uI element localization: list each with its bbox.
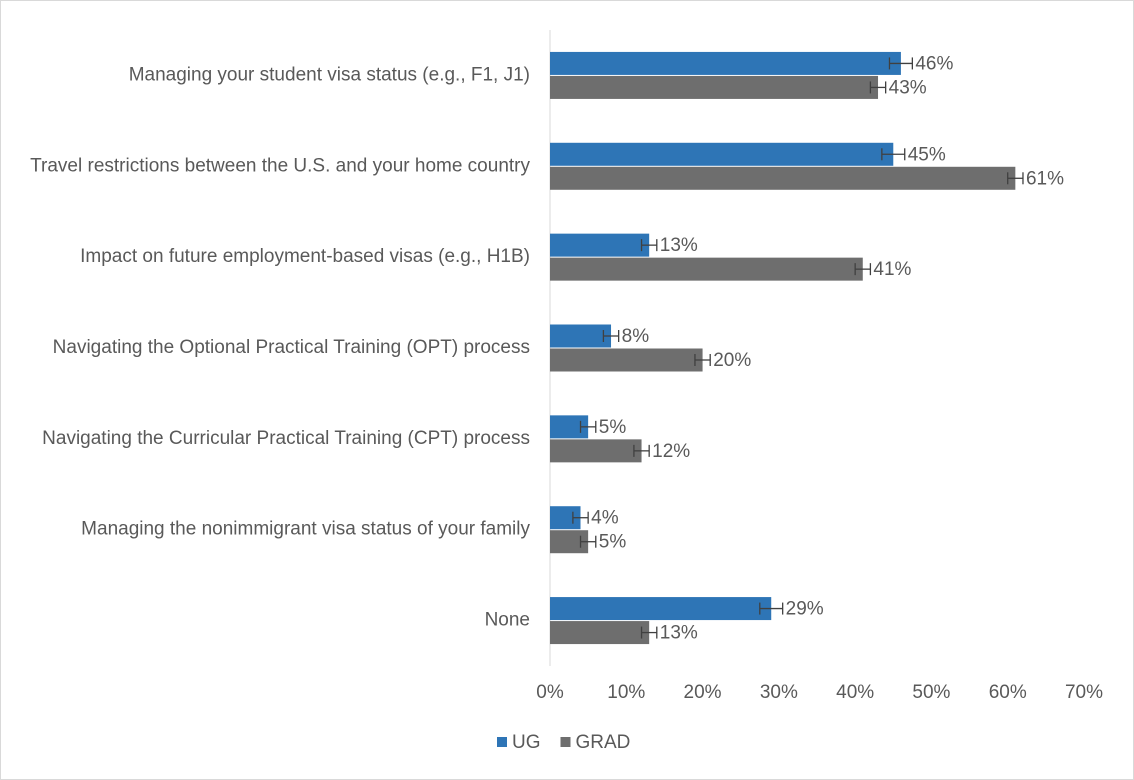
bar xyxy=(550,51,901,75)
value-label: 46% xyxy=(915,53,953,74)
value-label: 8% xyxy=(622,326,650,347)
error-bar xyxy=(759,602,784,615)
value-label: 13% xyxy=(660,235,698,256)
category-label: Managing your student visa status (e.g.,… xyxy=(129,64,530,85)
error-bar xyxy=(640,626,658,639)
value-label: 61% xyxy=(1026,168,1064,189)
x-tick-label: 30% xyxy=(760,682,798,703)
value-label: 45% xyxy=(908,144,946,165)
value-label: 20% xyxy=(713,350,751,371)
error-bar xyxy=(888,57,914,70)
value-label: 5% xyxy=(599,532,627,553)
x-tick-label: 0% xyxy=(536,682,564,703)
value-label: 5% xyxy=(599,417,627,438)
legend-swatch xyxy=(497,737,507,747)
x-tick-label: 20% xyxy=(684,682,722,703)
legend-label: GRAD xyxy=(576,732,631,753)
category-label: Impact on future employment-based visas … xyxy=(80,246,530,267)
error-bar xyxy=(633,444,650,457)
bar xyxy=(550,257,863,281)
error-bar xyxy=(579,420,597,433)
bar xyxy=(550,415,589,439)
error-bar xyxy=(694,354,711,366)
bar xyxy=(550,348,703,372)
error-bar xyxy=(579,535,597,548)
x-tick-label: 60% xyxy=(989,682,1027,703)
error-bar xyxy=(881,148,906,161)
value-label: 41% xyxy=(873,259,911,280)
error-bar xyxy=(869,81,887,94)
value-label: 12% xyxy=(652,441,690,462)
error-bar xyxy=(1007,172,1024,185)
category-label: Navigating the Curricular Practical Trai… xyxy=(42,428,530,449)
error-bar xyxy=(602,330,620,342)
category-label: Navigating the Optional Practical Traini… xyxy=(53,337,530,358)
value-label: 29% xyxy=(786,599,824,620)
category-label: Travel restrictions between the U.S. and… xyxy=(30,155,530,176)
error-bar xyxy=(854,263,872,276)
value-label: 4% xyxy=(591,508,619,529)
x-tick-label: 50% xyxy=(912,682,950,703)
bar xyxy=(550,597,772,621)
x-tick-label: 70% xyxy=(1065,682,1103,703)
legend-label: UG xyxy=(512,732,541,753)
value-label: 43% xyxy=(889,77,927,98)
bar xyxy=(550,324,612,348)
bar xyxy=(550,439,642,463)
bar xyxy=(550,75,879,99)
legend-swatch xyxy=(560,737,571,747)
bar xyxy=(550,530,589,554)
x-tick-label: 10% xyxy=(607,682,645,703)
bar xyxy=(550,142,894,166)
bar xyxy=(550,166,1016,190)
category-label: None xyxy=(485,610,530,631)
bar xyxy=(550,233,650,257)
category-label: Managing the nonimmigrant visa status of… xyxy=(81,519,530,540)
bar xyxy=(550,621,650,645)
error-bar xyxy=(572,511,589,524)
error-bar xyxy=(640,239,658,252)
value-label: 13% xyxy=(660,623,698,644)
x-tick-label: 40% xyxy=(836,682,874,703)
